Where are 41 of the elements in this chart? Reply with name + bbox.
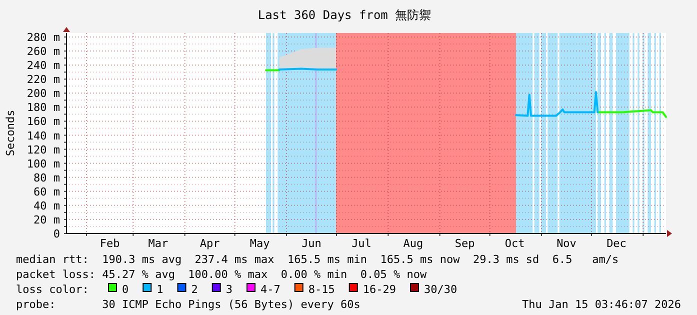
y-axis-title: Seconds bbox=[4, 110, 17, 156]
legend-label: 4-7 bbox=[260, 283, 280, 296]
x-tick-label: Feb bbox=[100, 237, 120, 250]
text: median rtt: 190.3 ms avg 237.4 ms max 165.5 ms min 165.5 ms now 29.3 ms sd 6.5 am/s bbox=[16, 253, 619, 266]
y-tick-label: 160 m bbox=[26, 115, 60, 128]
legend-label: 0 bbox=[122, 283, 129, 296]
x-tick-label: Sep bbox=[454, 237, 475, 250]
x-tick-label: Jul bbox=[352, 237, 372, 250]
y-tick-label: 240 m bbox=[26, 59, 60, 72]
y-tick-label: 220 m bbox=[26, 73, 60, 86]
legend-label: 2 bbox=[191, 283, 198, 296]
y-tick-label: 140 m bbox=[26, 129, 60, 142]
y-tick-label: 80 m bbox=[34, 171, 60, 184]
y-tick-label: 0 bbox=[53, 228, 60, 240]
y-tick-label: 180 m bbox=[26, 101, 60, 114]
y-tick-label: 40 m bbox=[34, 199, 60, 212]
x-tick-label: Apr bbox=[200, 237, 220, 250]
legend-label: 3 bbox=[226, 283, 232, 296]
legend-label: 8-15 bbox=[308, 283, 335, 296]
y-tick-label: 20 m bbox=[34, 213, 60, 226]
legend-label: 30/30 bbox=[424, 283, 458, 296]
x-tick-label: May bbox=[250, 237, 270, 250]
y-tick-label: 200 m bbox=[26, 87, 60, 100]
legend-title: loss color: bbox=[16, 283, 89, 296]
y-tick-label: 100 m bbox=[26, 157, 60, 170]
x-tick-label: Dec bbox=[606, 237, 626, 250]
y-tick-label: 60 m bbox=[34, 185, 60, 198]
x-tick-label: Jun bbox=[302, 237, 322, 250]
text: packet loss: 45.27 % avg 100.00 % max 0.00 % min 0.05 % now bbox=[16, 268, 427, 281]
x-tick-label: Aug bbox=[403, 237, 424, 250]
y-tick-label: 260 m bbox=[26, 45, 60, 58]
x-tick-label: Mar bbox=[148, 237, 168, 250]
x-tick-label: Nov bbox=[556, 237, 577, 250]
legend-label: 16-29 bbox=[362, 283, 396, 296]
y-tick-label: 280 m bbox=[26, 31, 60, 44]
y-tick-label: 120 m bbox=[26, 143, 60, 156]
chart-title: Last 360 Days from 無防禦 bbox=[258, 8, 432, 22]
text: Thu Jan 15 03:46:07 2026 bbox=[522, 298, 681, 311]
text: probe: 30 ICMP Echo Pings (56 Bytes) every 60s bbox=[16, 298, 360, 311]
x-tick-label: Oct bbox=[504, 237, 525, 250]
legend-label: 1 bbox=[156, 283, 164, 296]
